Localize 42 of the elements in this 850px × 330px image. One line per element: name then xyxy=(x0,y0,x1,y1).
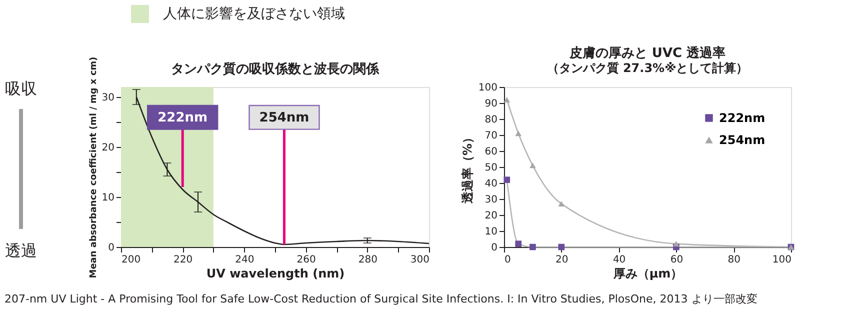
text: 透過 xyxy=(5,241,37,260)
legend-label: 222nm xyxy=(719,111,766,125)
chart-title: タンパク質の吸収係数と波長の関係 xyxy=(171,61,380,77)
x-tick-label: 40 xyxy=(612,254,626,266)
chart-title: 皮膚の厚みと UVC 透過率 xyxy=(568,45,726,61)
y-tick-label: 20 xyxy=(102,142,114,154)
text: 207-nm UV Light - A Promising Tool for Safe Low-Cost Reduction of Surgical Site Infections. I: In Vitro Studies, PlosOne, 2013 より一部改変 xyxy=(4,292,758,306)
text: 吸収 xyxy=(5,79,37,98)
y-tick-label: 40 xyxy=(484,178,498,190)
y-tick-label: 60 xyxy=(484,146,498,158)
annotation: 254nm xyxy=(259,110,310,126)
y-axis-title: Mean absorbance coefficient (ml / mg x cm) xyxy=(88,56,99,278)
x-tick-label: 300 xyxy=(410,254,430,266)
y-tick-label: 20 xyxy=(484,210,498,222)
x-tick-label: 240 xyxy=(235,254,254,266)
annotation: 222nm xyxy=(158,110,208,126)
legend-label: 254nm xyxy=(719,133,766,147)
y-tick-label: 50 xyxy=(484,162,498,174)
y-tick-label: 30 xyxy=(484,194,498,206)
y-axis-title: 透過率（%） xyxy=(460,131,474,205)
x-tick-label: 80 xyxy=(728,254,740,266)
x-tick-label: 200 xyxy=(122,254,141,266)
x-tick-label: 0 xyxy=(504,254,511,266)
chart-subtitle: （タンパク質 27.3%※として計算） xyxy=(546,61,748,75)
x-tick-label: 100 xyxy=(772,254,792,266)
x-tick-label: 60 xyxy=(670,254,684,266)
y-tick-label: 90 xyxy=(484,98,498,110)
y-tick-label: 0 xyxy=(491,242,498,254)
y-tick-label: 10 xyxy=(484,226,498,238)
x-axis-title: UV wavelength (nm) xyxy=(206,266,345,280)
legend-label: 人体に影響を及ぼさない領域 xyxy=(163,6,345,22)
y-tick-label: 70 xyxy=(484,130,498,142)
y-tick-label: 30 xyxy=(102,92,114,104)
y-tick-label: 10 xyxy=(102,192,114,204)
y-tick-label: 0 xyxy=(108,242,114,254)
x-tick-label: 220 xyxy=(174,254,193,266)
x-tick-label: 280 xyxy=(358,254,378,266)
x-axis-title: 厚み（μm） xyxy=(612,266,683,280)
x-tick-label: 260 xyxy=(296,254,316,266)
y-tick-label: 100 xyxy=(478,82,498,94)
x-tick-label: 20 xyxy=(556,254,568,266)
y-tick-label: 80 xyxy=(484,114,498,126)
